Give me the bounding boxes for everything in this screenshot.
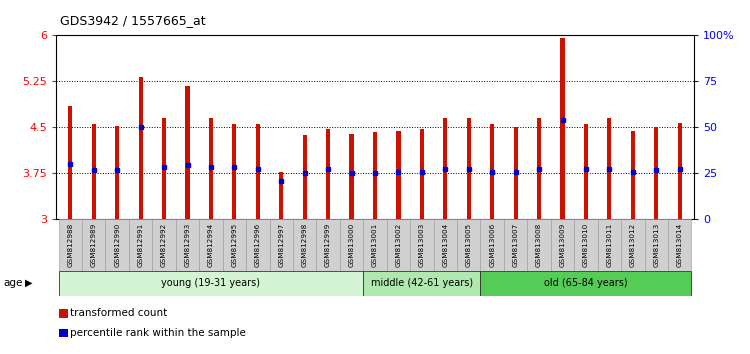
Bar: [677, 122, 682, 219]
Bar: [527, 219, 550, 271]
Bar: [209, 118, 213, 219]
Bar: [466, 118, 471, 219]
Bar: [340, 219, 363, 271]
Bar: [574, 219, 598, 271]
Bar: [443, 118, 448, 219]
Text: age: age: [4, 278, 23, 288]
Text: GSM812997: GSM812997: [278, 223, 284, 267]
Text: GSM812989: GSM812989: [91, 223, 97, 267]
Text: GSM813001: GSM813001: [372, 223, 378, 267]
Bar: [621, 219, 644, 271]
Bar: [654, 127, 658, 219]
Bar: [326, 129, 330, 219]
Bar: [490, 124, 494, 219]
Bar: [373, 132, 377, 219]
Text: GSM813010: GSM813010: [583, 223, 589, 267]
Text: GDS3942 / 1557665_at: GDS3942 / 1557665_at: [60, 14, 206, 27]
Bar: [162, 118, 166, 219]
Bar: [302, 136, 307, 219]
Bar: [668, 219, 692, 271]
Text: GSM813006: GSM813006: [489, 223, 495, 267]
Bar: [106, 219, 129, 271]
Bar: [363, 271, 481, 296]
Bar: [256, 124, 260, 219]
Text: transformed count: transformed count: [70, 308, 168, 318]
Bar: [457, 219, 481, 271]
Text: GSM812992: GSM812992: [161, 223, 167, 267]
Bar: [410, 219, 434, 271]
Bar: [644, 219, 668, 271]
Bar: [550, 219, 574, 271]
Bar: [139, 77, 142, 219]
Bar: [481, 219, 504, 271]
Text: GSM812990: GSM812990: [114, 223, 120, 267]
Text: middle (42-61 years): middle (42-61 years): [370, 278, 473, 288]
Text: percentile rank within the sample: percentile rank within the sample: [70, 328, 246, 338]
Text: old (65-84 years): old (65-84 years): [544, 278, 628, 288]
Bar: [185, 86, 190, 219]
Text: ▶: ▶: [25, 278, 32, 288]
Text: GSM812991: GSM812991: [138, 223, 144, 267]
Bar: [58, 271, 363, 296]
Text: GSM812996: GSM812996: [255, 223, 261, 267]
Text: GSM813007: GSM813007: [513, 223, 519, 267]
Bar: [537, 118, 542, 219]
Text: GSM813000: GSM813000: [349, 223, 355, 267]
Bar: [92, 124, 96, 219]
Bar: [387, 219, 410, 271]
Text: GSM812995: GSM812995: [231, 223, 237, 267]
Bar: [115, 126, 119, 219]
Bar: [58, 219, 82, 271]
Text: GSM813005: GSM813005: [466, 223, 472, 267]
Text: GSM813012: GSM813012: [630, 223, 636, 267]
Bar: [396, 131, 400, 219]
Bar: [631, 131, 635, 219]
Bar: [68, 106, 73, 219]
Text: GSM812999: GSM812999: [325, 223, 331, 267]
Bar: [269, 219, 293, 271]
Bar: [82, 219, 106, 271]
Text: GSM813008: GSM813008: [536, 223, 542, 267]
Bar: [223, 219, 246, 271]
Bar: [279, 172, 284, 219]
Text: GSM813004: GSM813004: [442, 223, 448, 267]
Text: GSM812998: GSM812998: [302, 223, 307, 267]
Text: GSM813011: GSM813011: [606, 223, 612, 267]
Bar: [246, 219, 269, 271]
Bar: [152, 219, 176, 271]
Bar: [176, 219, 200, 271]
Bar: [481, 271, 692, 296]
Text: GSM813013: GSM813013: [653, 223, 659, 267]
Bar: [316, 219, 340, 271]
Text: GSM812993: GSM812993: [184, 223, 190, 267]
Bar: [363, 219, 387, 271]
Text: GSM813009: GSM813009: [560, 223, 566, 267]
Bar: [514, 127, 517, 219]
Text: young (19-31 years): young (19-31 years): [161, 278, 260, 288]
Text: GSM813002: GSM813002: [395, 223, 401, 267]
Bar: [293, 219, 316, 271]
Bar: [504, 219, 527, 271]
Bar: [350, 133, 354, 219]
Bar: [584, 124, 588, 219]
Bar: [560, 39, 565, 219]
Text: GSM813003: GSM813003: [419, 223, 424, 267]
Bar: [420, 129, 424, 219]
Bar: [232, 124, 236, 219]
Text: GSM812988: GSM812988: [68, 223, 74, 267]
Text: GSM813014: GSM813014: [676, 223, 682, 267]
Bar: [129, 219, 152, 271]
Bar: [200, 219, 223, 271]
Bar: [608, 118, 611, 219]
Bar: [598, 219, 621, 271]
Bar: [433, 219, 457, 271]
Text: GSM812994: GSM812994: [208, 223, 214, 267]
